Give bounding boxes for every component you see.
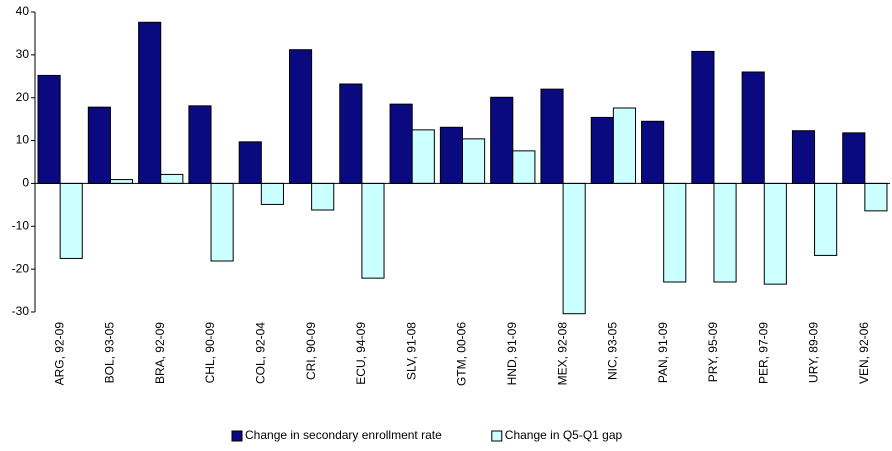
y-tick-label: -20 bbox=[12, 261, 30, 275]
bar bbox=[691, 50, 715, 184]
bar bbox=[512, 150, 536, 184]
x-tick-label: URY, 89-09 bbox=[807, 322, 821, 383]
bar bbox=[160, 173, 184, 184]
y-tick-label: -30 bbox=[12, 304, 30, 318]
bar bbox=[260, 182, 284, 205]
x-tick-label: SLV, 91-08 bbox=[404, 322, 418, 380]
bar bbox=[641, 120, 665, 184]
bar bbox=[311, 182, 335, 211]
x-tick-label: CHL, 90-09 bbox=[203, 322, 217, 384]
y-tick-label: -10 bbox=[12, 218, 30, 232]
bar bbox=[791, 130, 816, 184]
bar bbox=[339, 83, 363, 184]
bar bbox=[842, 132, 866, 184]
y-tick-label: 10 bbox=[16, 133, 30, 147]
bar bbox=[763, 182, 787, 285]
bar bbox=[87, 106, 111, 184]
x-tick-label: BOL, 93-05 bbox=[103, 322, 117, 384]
x-tick-label: VEN, 92-06 bbox=[857, 322, 871, 384]
x-tick-label: PAN, 91-09 bbox=[656, 322, 670, 383]
bar bbox=[188, 105, 212, 184]
x-tick-label: GTM, 00-06 bbox=[455, 322, 469, 386]
bar bbox=[612, 107, 637, 184]
legend-label: Change in secondary enrollment rate bbox=[245, 428, 442, 442]
bar bbox=[814, 182, 838, 256]
x-tick-label: ECU, 94-09 bbox=[354, 322, 368, 385]
bar bbox=[864, 182, 888, 212]
bar bbox=[288, 49, 313, 184]
x-tick-label: BRA, 92-09 bbox=[153, 322, 167, 384]
x-tick-label: PRY, 95-09 bbox=[706, 322, 720, 383]
x-tick-label: MEX, 92-08 bbox=[555, 322, 569, 386]
y-tick-label: 20 bbox=[16, 90, 30, 104]
bar bbox=[109, 179, 134, 184]
x-tick-label: NIC, 93-05 bbox=[606, 322, 620, 380]
x-tick-label: COL, 92-04 bbox=[253, 322, 267, 384]
bar bbox=[713, 182, 737, 283]
bar bbox=[361, 182, 385, 279]
bar bbox=[37, 74, 61, 184]
bar bbox=[411, 129, 435, 184]
legend-swatch bbox=[231, 430, 243, 442]
bar bbox=[59, 182, 83, 259]
y-tick-label: 30 bbox=[16, 47, 30, 61]
bar bbox=[462, 138, 486, 184]
x-tick-label: HND, 91-09 bbox=[505, 322, 519, 386]
bar bbox=[540, 88, 564, 184]
bar bbox=[238, 141, 262, 184]
bar bbox=[138, 21, 162, 184]
bar bbox=[439, 126, 463, 184]
y-tick-label: 0 bbox=[22, 176, 29, 190]
bar bbox=[490, 96, 514, 184]
bar bbox=[210, 182, 234, 262]
bar bbox=[562, 182, 586, 315]
x-tick-label: PER, 97-09 bbox=[756, 322, 770, 384]
bar bbox=[663, 182, 687, 283]
bar bbox=[741, 71, 765, 184]
y-tick-label: 40 bbox=[16, 4, 30, 18]
legend-swatch bbox=[491, 430, 503, 442]
x-tick-label: CRI, 90-09 bbox=[304, 322, 318, 380]
bar bbox=[389, 103, 413, 184]
bar bbox=[590, 116, 614, 184]
legend-label: Change in Q5-Q1 gap bbox=[505, 428, 623, 442]
x-tick-label: ARG, 92-09 bbox=[52, 322, 66, 386]
